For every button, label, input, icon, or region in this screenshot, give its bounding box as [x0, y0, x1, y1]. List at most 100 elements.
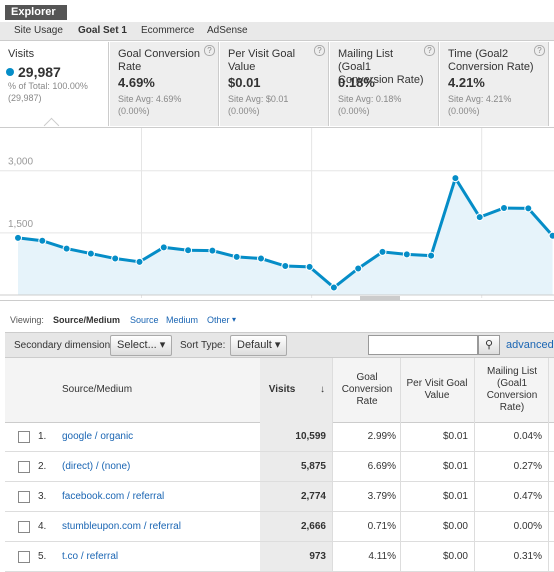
- point: [524, 204, 533, 213]
- metric-label: Time (Goal2 Conversion Rate): [448, 48, 534, 73]
- cell: 0.47%: [513, 491, 542, 502]
- help-icon[interactable]: ?: [204, 45, 215, 56]
- row-link[interactable]: (direct) / (none): [62, 461, 131, 472]
- metric-sub: (0.00%): [228, 106, 260, 116]
- column-header[interactable]: Goal Conversion Rate: [341, 372, 393, 407]
- metric-value: 0.18%: [338, 75, 375, 90]
- cell: 0.00%: [513, 521, 542, 532]
- metric-value: 4.21%: [448, 75, 485, 90]
- row-border: [5, 511, 554, 512]
- cell: 6.69%: [367, 461, 396, 472]
- point: [111, 254, 120, 263]
- row-border: [5, 481, 554, 482]
- point: [475, 213, 484, 222]
- point: [257, 254, 265, 263]
- metric-box[interactable]: Mailing List (Goal1 Conversion Rate) 0.18…: [330, 42, 439, 126]
- checkbox[interactable]: [18, 521, 30, 533]
- metric-box[interactable]: Time (Goal2 Conversion Rate) 4.21% Site Av…: [440, 42, 549, 126]
- cell: 2,666: [300, 521, 326, 532]
- point: [548, 231, 554, 240]
- cell: $0.00: [442, 521, 468, 532]
- cell: 973: [309, 551, 326, 562]
- column-header[interactable]: Source/Medium: [62, 384, 133, 395]
- button-text: Select...: [117, 339, 157, 351]
- metric-box[interactable]: Visits 29,987% of Total: 100.00% (29,987): [0, 42, 109, 126]
- cell: $0.01: [442, 431, 468, 442]
- search-box[interactable]: [368, 335, 478, 355]
- metric-sub: (0.00%): [338, 106, 370, 116]
- cell: $0.01: [442, 491, 468, 502]
- sort-arrow[interactable]: ↓: [320, 384, 325, 395]
- cell: 3.: [38, 491, 47, 502]
- sort-button[interactable]: Default ▾: [230, 335, 288, 356]
- row-link[interactable]: t.co / referral: [62, 551, 119, 562]
- tab[interactable]: Site Usage: [14, 25, 63, 36]
- viewing-option[interactable]: Source: [130, 315, 159, 325]
- metric-box[interactable]: Per Visit Goal Value $0.01 Site Avg: $0.01…: [220, 42, 329, 126]
- sort-label: Sort Type:: [180, 340, 226, 351]
- point: [184, 246, 193, 255]
- viewing-option[interactable]: Medium: [166, 315, 199, 325]
- button-text: Default: [237, 339, 272, 351]
- metric-value: $0.01: [228, 75, 261, 90]
- metric-dot: [6, 68, 14, 76]
- metric-sub: Site Avg: $0.01: [228, 94, 289, 104]
- metric-value: 4.69%: [118, 75, 155, 90]
- cell: 2.99%: [367, 431, 396, 442]
- column-header[interactable]: Visits: [268, 384, 296, 395]
- help-icon[interactable]: ?: [424, 45, 435, 56]
- metric-sub: (0.00%): [448, 106, 480, 116]
- row-border: [5, 451, 554, 452]
- column-header[interactable]: Mailing List (Goal1 Conversion Rate): [486, 366, 538, 413]
- checkbox[interactable]: [18, 431, 30, 443]
- checkbox[interactable]: [18, 551, 30, 563]
- cell: $0.00: [442, 551, 468, 562]
- point: [38, 236, 47, 245]
- point: [500, 204, 508, 212]
- dropdown-arrow[interactable]: ▾: [232, 315, 237, 324]
- column-header[interactable]: Per Visit Goal Value: [406, 378, 468, 401]
- explorer-tab[interactable]: Explorer: [5, 5, 67, 20]
- checkbox[interactable]: [18, 461, 30, 473]
- cell: 4.11%: [368, 551, 396, 562]
- help-icon[interactable]: ?: [534, 45, 545, 56]
- point: [451, 174, 460, 183]
- viewing-option[interactable]: Source/Medium: [53, 315, 121, 325]
- tab[interactable]: AdSense: [207, 25, 248, 36]
- point: [14, 233, 22, 242]
- secondary-label: Secondary dimension:: [14, 340, 113, 351]
- help-icon[interactable]: ?: [314, 45, 325, 56]
- column-divider: [548, 358, 549, 571]
- advanced-link[interactable]: advanced: [506, 339, 554, 351]
- cell: 0.71%: [367, 521, 396, 532]
- metric-sub: Site Avg: 0.18%: [338, 94, 402, 104]
- metric-sub: Site Avg: 4.21%: [448, 94, 512, 104]
- secondary-button[interactable]: Select... ▾: [110, 335, 173, 356]
- checkbox[interactable]: [18, 491, 30, 503]
- metric-label: Per Visit Goal Value: [228, 48, 296, 73]
- cell: 5,875: [300, 461, 326, 472]
- metric-box[interactable]: Goal Conversion Rate 4.69% Site Avg: 4.69%…: [110, 42, 219, 126]
- area: [18, 178, 553, 295]
- metric-value: 29,987: [18, 64, 61, 80]
- metric-sub: (0.00%): [118, 106, 150, 116]
- column-divider: [332, 358, 333, 571]
- point: [329, 283, 338, 292]
- cell: 0.31%: [513, 551, 542, 562]
- tab[interactable]: Ecommerce: [141, 25, 195, 36]
- viewing-option[interactable]: Other: [207, 315, 230, 325]
- row-border: [5, 541, 554, 542]
- row-link[interactable]: google / organic: [62, 431, 134, 442]
- viewing-label: Viewing:: [10, 315, 44, 325]
- y-tick-label: 1,500: [8, 219, 33, 230]
- cell: 0.27%: [513, 461, 542, 472]
- tab-selected[interactable]: Goal Set 1: [78, 25, 127, 36]
- search-button[interactable]: ⚲: [478, 335, 500, 355]
- point: [427, 251, 436, 260]
- cell: 5.: [38, 551, 47, 562]
- row-link[interactable]: stumbleupon.com / referral: [62, 521, 181, 532]
- row-link[interactable]: facebook.com / referral: [62, 491, 165, 502]
